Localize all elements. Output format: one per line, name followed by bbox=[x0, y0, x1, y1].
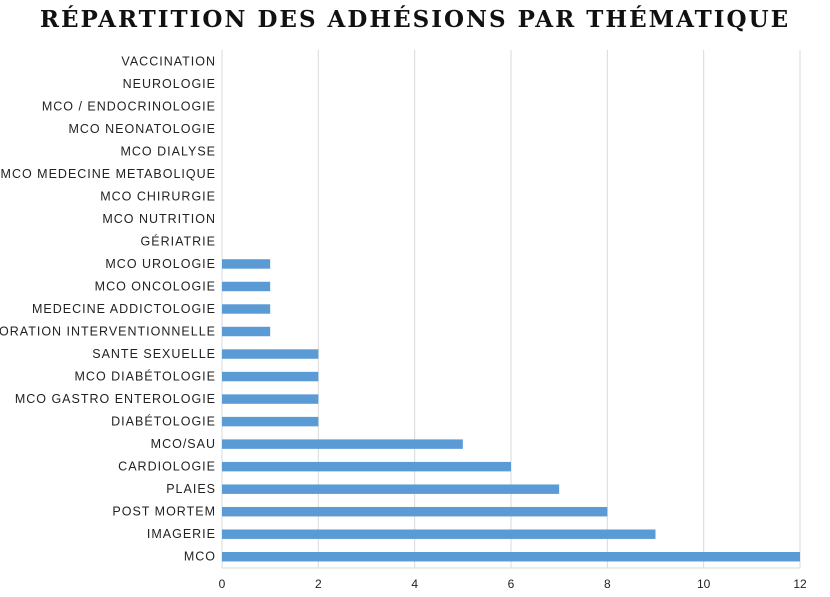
category-label-13: MCO UROLOGIE bbox=[105, 257, 216, 271]
category-label-0: MCO bbox=[184, 550, 216, 564]
category-label-11: MEDECINE ADDICTOLOGIE bbox=[32, 302, 216, 316]
x-tick-label-4: 8 bbox=[604, 577, 611, 591]
category-label-3: PLAIES bbox=[166, 482, 216, 496]
bar-13 bbox=[222, 259, 271, 269]
category-label-18: MCO DIALYSE bbox=[120, 144, 216, 158]
bar-9 bbox=[222, 349, 319, 359]
chart-title: RÉPARTITION DES ADHÉSIONS PAR THÉMATIQUE bbox=[39, 6, 791, 33]
x-tick-label-2: 4 bbox=[411, 577, 418, 591]
category-label-17: MCO MEDECINE METABOLIQUE bbox=[1, 167, 216, 181]
category-label-20: MCO / ENDOCRINOLOGIE bbox=[42, 99, 216, 113]
category-label-14: GÉRIATRIE bbox=[141, 233, 216, 248]
category-label-19: MCO NEONATOLOGIE bbox=[68, 122, 216, 136]
category-label-10: EXPLORATION INTERVENTIONNELLE bbox=[0, 325, 216, 339]
category-label-21: NEUROLOGIE bbox=[123, 77, 216, 91]
bar-0 bbox=[222, 552, 800, 562]
bar-6 bbox=[222, 416, 319, 427]
category-label-12: MCO ONCOLOGIE bbox=[95, 279, 216, 293]
bar-5 bbox=[222, 439, 463, 449]
category-label-6: DIABÉTOLOGIE bbox=[111, 414, 216, 429]
category-label-22: VACCINATION bbox=[121, 54, 216, 68]
category-label-7: MCO GASTRO ENTEROLOGIE bbox=[15, 392, 216, 406]
category-label-4: CARDIOLOGIE bbox=[118, 460, 216, 474]
category-label-2: POST MORTEM bbox=[112, 505, 216, 519]
x-tick-label-3: 6 bbox=[508, 577, 515, 591]
bar-3 bbox=[222, 484, 560, 494]
x-tick-label-5: 10 bbox=[697, 577, 711, 591]
x-tick-label-0: 0 bbox=[219, 577, 226, 591]
bar-11 bbox=[222, 304, 271, 314]
bar-4 bbox=[222, 461, 511, 472]
bar-8 bbox=[222, 371, 319, 382]
category-label-1: IMAGERIE bbox=[147, 527, 216, 541]
category-label-15: MCO NUTRITION bbox=[102, 212, 216, 226]
bar-2 bbox=[222, 506, 608, 517]
category-label-16: MCO CHIRURGIE bbox=[100, 189, 216, 203]
bar-10 bbox=[222, 326, 271, 337]
category-label-9: SANTE SEXUELLE bbox=[92, 347, 216, 361]
bar-7 bbox=[222, 394, 319, 404]
bar-1 bbox=[222, 529, 656, 539]
category-label-5: MCO/SAU bbox=[151, 437, 216, 451]
category-label-8: MCO DIABÉTOLOGIE bbox=[75, 369, 217, 384]
x-tick-label-1: 2 bbox=[315, 577, 322, 591]
bar-12 bbox=[222, 281, 271, 292]
x-tick-label-6: 12 bbox=[793, 577, 807, 591]
